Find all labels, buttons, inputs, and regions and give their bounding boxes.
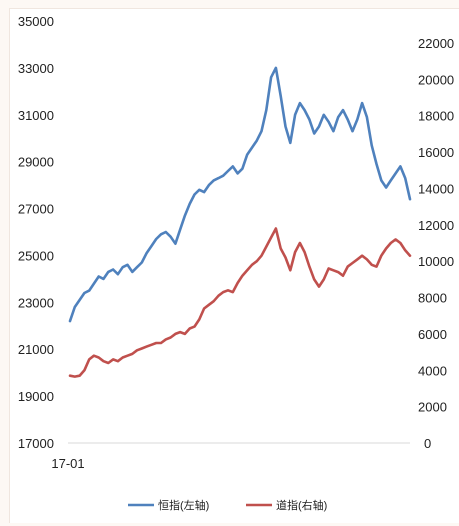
dual-axis-line-chart: 17000 19000 21000 23000 25000 27000 29000 31000… [18,14,454,512]
left-y-tick-label: 29000 [18,155,54,170]
right-y-tick-label: 22000 [418,36,454,51]
right-y-tick-label: 12000 [418,218,454,233]
right-y-tick-label: 10000 [418,254,454,269]
right-y-tick-label: 18000 [418,109,454,124]
left-y-tick-label: 27000 [18,202,54,217]
legend-label-dow: 道指(右轴) [276,498,327,512]
left-y-tick-label: 33000 [18,61,54,76]
right-y-tick-label: 14000 [418,181,454,196]
x-tick-label: 17-01 [51,456,84,471]
right-y-tick-label: 20000 [418,72,454,87]
left-y-tick-label: 31000 [18,108,54,123]
right-y-tick-label: 6000 [418,327,447,342]
right-y-tick-label: 2000 [418,400,447,415]
chart-frame: 17000 19000 21000 23000 25000 27000 29000 31000… [9,8,459,523]
series-line-dow [68,227,412,378]
right-y-tick-label: 4000 [418,363,447,378]
left-y-tick-label: 25000 [18,248,54,263]
legend-label-hsi: 恒指(左轴) [158,498,209,512]
right-y-tick-label: 16000 [418,145,454,160]
right-y-tick-label: 8000 [418,291,447,306]
series-line-hsi [68,66,412,323]
left-y-tick-label: 17000 [18,436,54,451]
right-y-tick-label: 0 [424,436,431,451]
left-y-tick-label: 23000 [18,295,54,310]
left-y-tick-label: 19000 [18,389,54,404]
left-y-tick-label: 35000 [18,14,54,29]
left-y-tick-label: 21000 [18,342,54,357]
